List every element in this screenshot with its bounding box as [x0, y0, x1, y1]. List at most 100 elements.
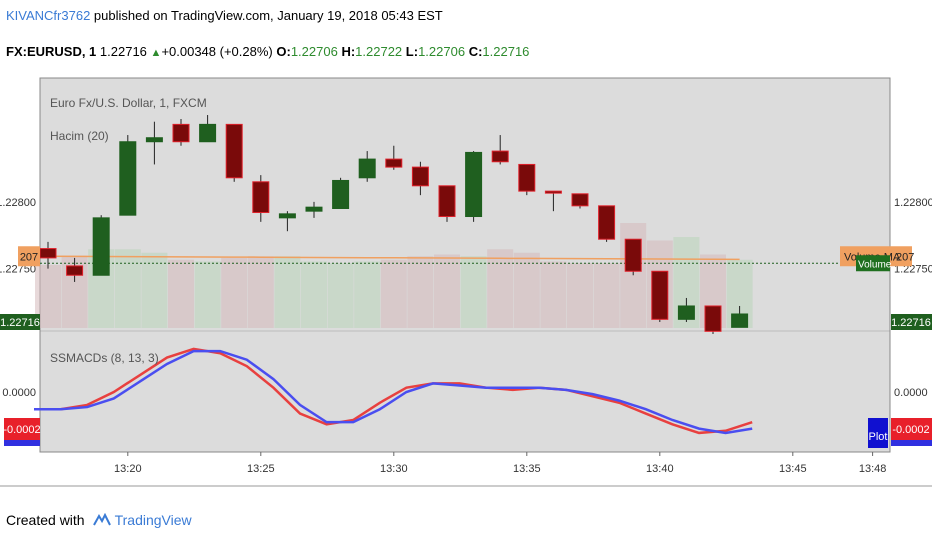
tradingview-logo-icon — [92, 513, 111, 526]
x-tick-label: 13:45 — [779, 463, 807, 475]
candle-body[interactable] — [252, 181, 270, 214]
plot-label: Plot — [869, 431, 888, 443]
volume-bar — [301, 261, 327, 328]
price-tick-right: 1.22750 — [894, 264, 932, 276]
volume-bar — [354, 261, 381, 328]
candle-body[interactable] — [66, 265, 84, 276]
volume-bar — [327, 263, 354, 328]
symbol-ohlc-line: FX:EURUSD, 1 1.22716 ▲+0.00348 (+0.28%) … — [6, 44, 529, 59]
ssmacd-line — [34, 349, 753, 435]
volume-bar — [221, 258, 248, 328]
x-tick-label: 13:40 — [646, 463, 674, 475]
volume-bar — [407, 256, 434, 328]
publish-info: KIVANCfr3762 published on TradingView.co… — [6, 8, 443, 23]
candle-body[interactable] — [172, 123, 190, 143]
volume-bar — [247, 256, 274, 328]
open-label: O: — [276, 44, 291, 59]
x-tick-label: 13:35 — [513, 463, 541, 475]
volume-bar — [434, 254, 460, 328]
candle-body[interactable] — [358, 158, 376, 179]
volume-bar — [593, 263, 620, 328]
volume-bar — [114, 249, 141, 328]
price-tick-right: 1.22800 — [894, 197, 932, 209]
close-label: C: — [468, 44, 483, 59]
footer: Created with TradingView — [6, 512, 192, 528]
osc-tick-right: 0.0000 — [894, 387, 928, 399]
up-arrow-icon: ▲ — [150, 47, 162, 59]
candle-body[interactable] — [518, 163, 536, 192]
candle-body[interactable] — [491, 150, 509, 163]
ssmacd-signal-line — [34, 347, 753, 435]
candle-body[interactable] — [598, 205, 616, 240]
candle-body[interactable] — [731, 313, 749, 328]
volume-bar — [168, 259, 194, 328]
volume-indicator-label: Hacim (20) — [50, 129, 109, 143]
candle-body[interactable] — [465, 151, 483, 218]
candle-body[interactable] — [438, 185, 456, 218]
volume-bar — [460, 256, 487, 328]
candle-body[interactable] — [92, 217, 110, 276]
volume-bar — [141, 252, 168, 328]
published-text: published on TradingView.com, January 19… — [93, 8, 443, 23]
candle-body[interactable] — [411, 166, 429, 187]
candle-body[interactable] — [145, 137, 163, 143]
created-with-label: Created with — [6, 512, 85, 528]
last-price-right: 1.22716 — [891, 317, 931, 329]
x-tick-label: 13:20 — [114, 463, 142, 475]
volume-label: Volume — [858, 259, 892, 270]
volume-bar — [380, 259, 407, 328]
candle-body[interactable] — [225, 123, 243, 179]
x-tick-label: 13:48 — [859, 463, 887, 475]
open-value: 1.22706 — [290, 44, 338, 59]
osc-last-left: -0.0002 — [3, 424, 40, 436]
brand-name: TradingView — [114, 512, 192, 528]
osc-last-badge-left-blue — [4, 440, 40, 446]
tradingview-brand[interactable]: TradingView — [92, 512, 192, 528]
last-price-badge-left — [0, 314, 40, 330]
last-price-left: 1.22716 — [0, 317, 40, 329]
volume-ma-value-right: 207 — [896, 251, 914, 263]
high-value: 1.22722 — [355, 44, 403, 59]
candle-body[interactable] — [278, 213, 296, 219]
price-tick-left: 1.22750 — [0, 264, 36, 276]
candle-body[interactable] — [624, 238, 642, 272]
low-label: L: — [405, 44, 419, 59]
candle-body[interactable] — [305, 206, 323, 212]
volume-ma-value-left: 207 — [20, 251, 38, 263]
close-value: 1.22716 — [482, 44, 530, 59]
volume-bar — [274, 256, 301, 328]
candle-body[interactable] — [385, 158, 403, 168]
candle-body[interactable] — [119, 141, 137, 216]
osc-tick-left: 0.0000 — [2, 387, 36, 399]
volume-bar — [194, 261, 221, 328]
x-tick-label: 13:30 — [380, 463, 408, 475]
high-label: H: — [341, 44, 356, 59]
oscillator-title: SSMACDs (8, 13, 3) — [50, 351, 159, 365]
volume-bar — [540, 261, 567, 328]
candle-body[interactable] — [39, 248, 57, 259]
volume-bar — [487, 249, 514, 328]
candle-body[interactable] — [651, 270, 669, 320]
price-change: +0.00348 (+0.28%) — [161, 44, 273, 59]
candle-body[interactable] — [332, 179, 350, 209]
last-price-badge-right — [891, 314, 932, 330]
volume-ma-value-badge-left — [18, 246, 40, 267]
x-tick-label: 13:25 — [247, 463, 275, 475]
volume-bar — [567, 263, 593, 328]
osc-last-badge-right-blue — [891, 440, 932, 446]
price-pane-title: Euro Fx/U.S. Dollar, 1, FXCM — [50, 96, 207, 110]
price-tick-left: 1.22800 — [0, 197, 36, 209]
volume-badge — [856, 255, 890, 272]
oscillator-pane — [40, 332, 890, 452]
osc-last-right: -0.0002 — [892, 424, 929, 436]
candle-body[interactable] — [199, 123, 217, 143]
candle-body[interactable] — [544, 190, 562, 194]
volume-ma-line — [47, 255, 740, 261]
low-value: 1.22706 — [418, 44, 466, 59]
author-link[interactable]: KIVANCfr3762 — [6, 8, 91, 23]
candle-body[interactable] — [704, 305, 722, 332]
symbol-label: FX:EURUSD, 1 — [6, 44, 97, 59]
candle-body[interactable] — [677, 305, 695, 320]
candle-body[interactable] — [571, 193, 589, 207]
